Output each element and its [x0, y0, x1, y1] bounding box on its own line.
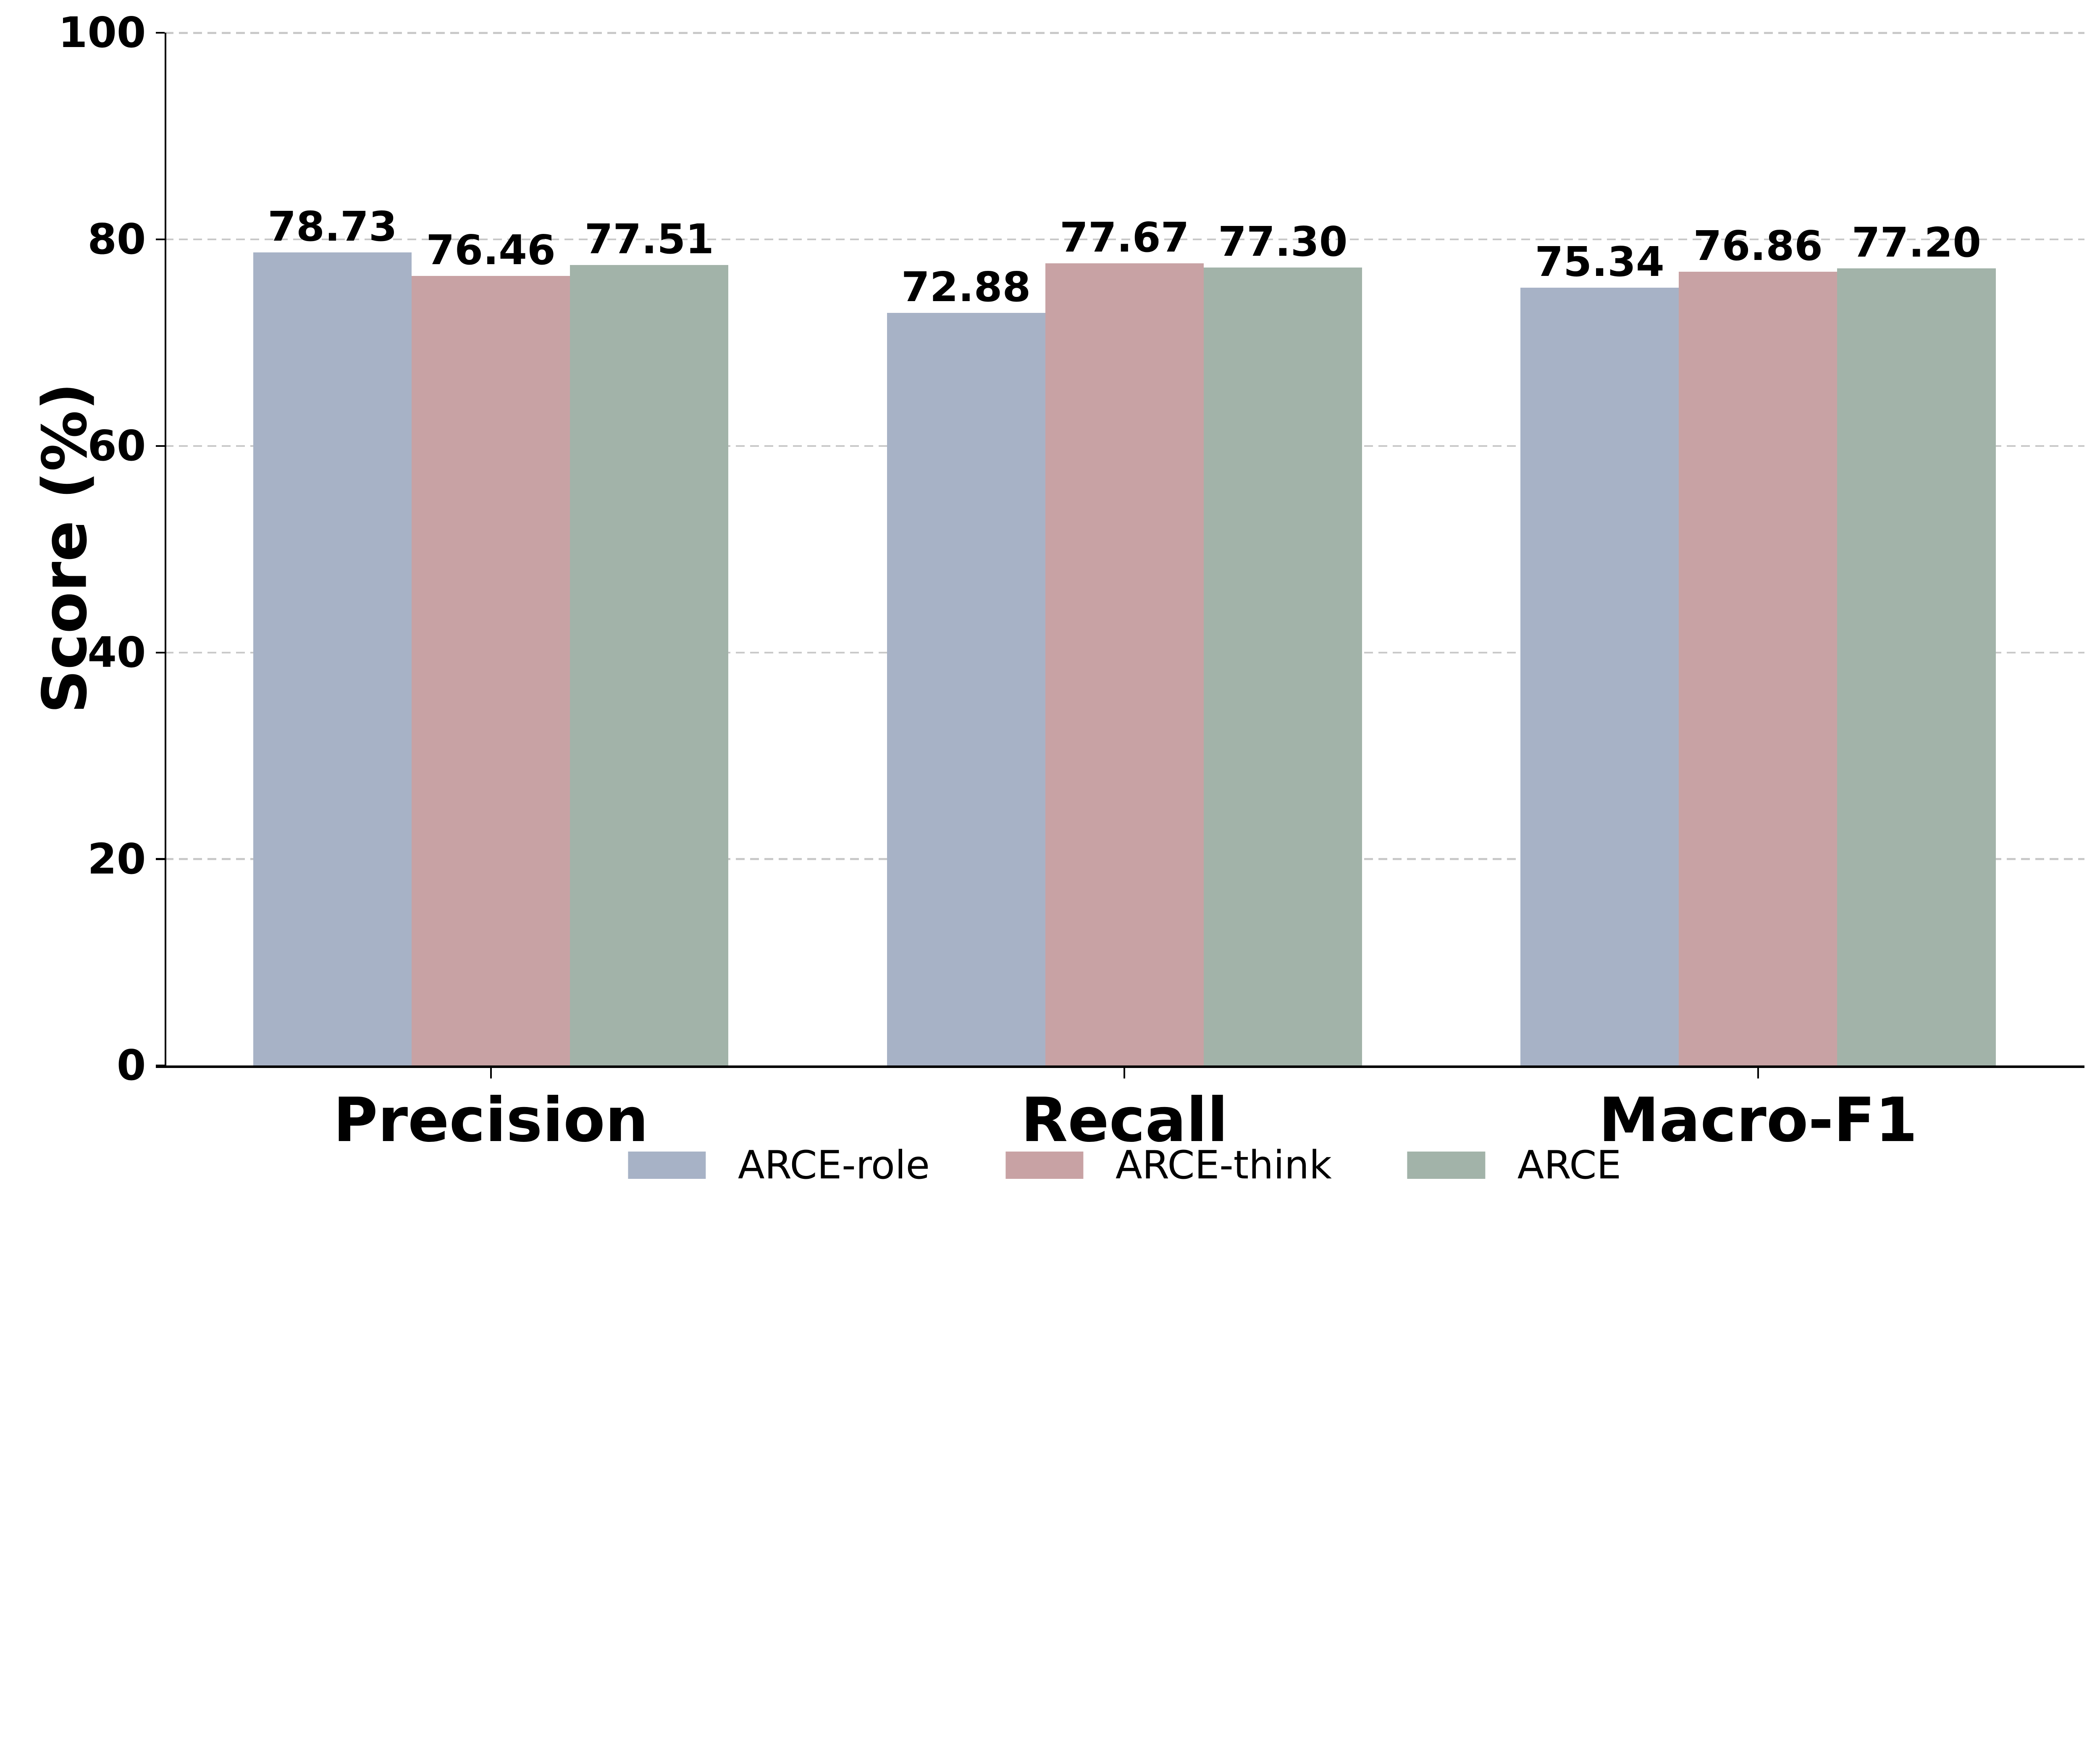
x-tick — [490, 1068, 492, 1079]
bar-value-label: 78.73 — [268, 202, 397, 251]
bar: 76.86 — [1679, 226, 1838, 1066]
y-tick — [155, 32, 165, 34]
y-tick-label: 80 — [87, 215, 146, 264]
legend-label: ARCE-role — [738, 1142, 930, 1188]
legend: ARCE-role ARCE-think ARCE — [627, 1142, 1622, 1188]
bar: 77.67 — [1045, 217, 1204, 1066]
bottom-spine — [155, 1065, 2084, 1068]
x-tick-label: Precision — [333, 1085, 648, 1156]
y-tick — [155, 239, 165, 241]
y-tick-label: 20 — [87, 834, 146, 884]
y-tick-label: 0 — [116, 1041, 146, 1090]
left-spine — [164, 33, 167, 1067]
bar-chart-figure: Score (%) ARCE-role ARCE-think ARCE 0 20 40 6… — [29, 8, 2084, 1188]
x-tick-label: Macro-F1 — [1599, 1085, 1918, 1156]
bar-value-label: 77.20 — [1851, 218, 1982, 266]
bar-value-label: 77.30 — [1218, 217, 1348, 265]
legend-swatch — [1005, 1151, 1084, 1179]
bar-value-label: 76.86 — [1693, 222, 1823, 270]
legend-swatch — [1407, 1151, 1486, 1179]
x-tick — [1757, 1068, 1759, 1079]
legend-label: ARCE — [1517, 1142, 1622, 1188]
legend-item: ARCE — [1407, 1142, 1622, 1188]
bar: 76.46 — [412, 230, 570, 1066]
bar-value-label: 75.34 — [1535, 237, 1664, 286]
bar: 77.20 — [1837, 222, 1996, 1066]
y-tick-label: 60 — [87, 421, 146, 470]
legend-swatch — [627, 1151, 706, 1179]
bar: 72.88 — [887, 267, 1045, 1066]
bar: 75.34 — [1520, 241, 1679, 1066]
bar-value-label: 76.46 — [426, 226, 556, 274]
x-tick-label: Recall — [1021, 1085, 1228, 1156]
x-tick — [1124, 1068, 1126, 1079]
legend-item: ARCE-role — [627, 1142, 930, 1188]
bar: 77.51 — [570, 219, 729, 1066]
bar: 77.30 — [1203, 221, 1362, 1066]
bar-value-label: 77.51 — [584, 215, 714, 263]
bar-value-label: 77.67 — [1060, 213, 1189, 262]
y-tick-label: 40 — [87, 627, 146, 677]
y-tick — [155, 445, 165, 447]
bar: 78.73 — [253, 206, 412, 1066]
gridline — [164, 238, 2084, 241]
legend-item: ARCE-think — [1005, 1142, 1332, 1188]
y-tick-label: 100 — [58, 8, 146, 58]
y-tick — [155, 858, 165, 860]
legend-label: ARCE-think — [1115, 1142, 1332, 1188]
bar-value-label: 72.88 — [901, 263, 1031, 311]
gridline — [164, 32, 2084, 34]
y-tick — [155, 651, 165, 653]
